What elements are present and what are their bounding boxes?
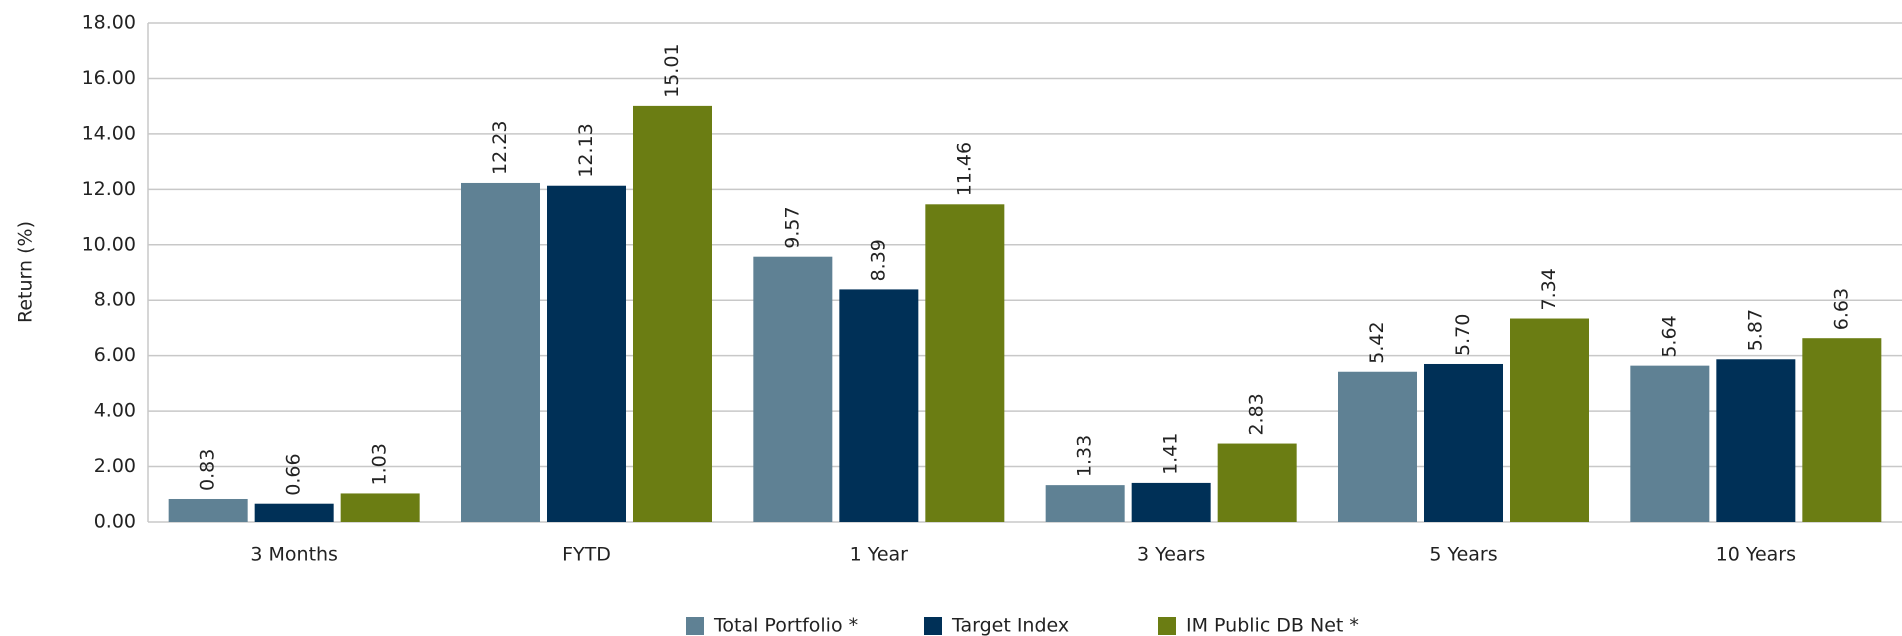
x-tick-label: 1 Year [850, 544, 909, 566]
y-tick-label: 4.00 [94, 400, 136, 422]
y-tick-label: 8.00 [94, 289, 136, 311]
bar [461, 182, 540, 523]
legend-swatch [924, 617, 942, 635]
y-axis-label: Return (%) [15, 221, 37, 323]
bar [254, 503, 334, 522]
bar [1338, 371, 1417, 522]
y-tick-label: 6.00 [94, 344, 136, 366]
x-tick-label: 10 Years [1716, 544, 1796, 566]
data-label: 9.57 [781, 206, 803, 248]
data-label: 7.34 [1538, 268, 1560, 310]
bar [1045, 485, 1125, 522]
bar [547, 185, 626, 523]
data-label: 2.83 [1246, 393, 1268, 435]
x-tick-label: FYTD [562, 544, 611, 566]
bar [1424, 363, 1503, 522]
bar [168, 498, 248, 522]
data-label: 0.83 [197, 449, 219, 491]
data-label: 12.23 [489, 121, 511, 175]
x-tick-label: 5 Years [1429, 544, 1497, 566]
data-label: 0.66 [283, 453, 305, 495]
bar [340, 493, 420, 522]
bar [1217, 443, 1297, 522]
bar [839, 289, 919, 522]
data-label: 5.42 [1366, 321, 1388, 363]
x-tick-label: 3 Years [1137, 544, 1205, 566]
bar [753, 256, 833, 522]
data-label: 5.64 [1658, 315, 1680, 357]
legend-label: Target Index [951, 615, 1069, 636]
x-tick-label: 3 Months [250, 544, 338, 566]
bar [633, 105, 712, 523]
y-tick-label: 2.00 [94, 455, 136, 477]
y-tick-label: 10.00 [82, 233, 136, 255]
y-tick-label: 14.00 [82, 122, 136, 144]
bar [1510, 318, 1589, 522]
data-label: 5.87 [1744, 309, 1766, 351]
legend-swatch [686, 617, 704, 635]
data-label: 5.70 [1452, 314, 1474, 356]
data-label: 11.46 [953, 142, 975, 196]
data-label: 8.39 [867, 239, 889, 281]
bar [1131, 482, 1211, 522]
y-tick-label: 12.00 [82, 178, 136, 200]
data-label: 1.41 [1160, 433, 1182, 475]
data-label: 6.63 [1830, 288, 1852, 330]
y-tick-label: 16.00 [82, 67, 136, 89]
bar [1716, 359, 1796, 522]
y-tick-label: 18.00 [82, 12, 136, 34]
legend-label: IM Public DB Net * [1186, 615, 1359, 636]
bar [925, 204, 1005, 522]
data-label: 1.03 [369, 443, 391, 485]
bar [1630, 365, 1710, 522]
legend-label: Total Portfolio * [713, 615, 858, 636]
data-label: 12.13 [575, 123, 597, 177]
data-label: 15.01 [661, 43, 683, 97]
bar [1802, 338, 1882, 522]
legend-swatch [1158, 617, 1176, 635]
data-label: 1.33 [1074, 435, 1096, 477]
y-tick-label: 0.00 [94, 511, 136, 533]
